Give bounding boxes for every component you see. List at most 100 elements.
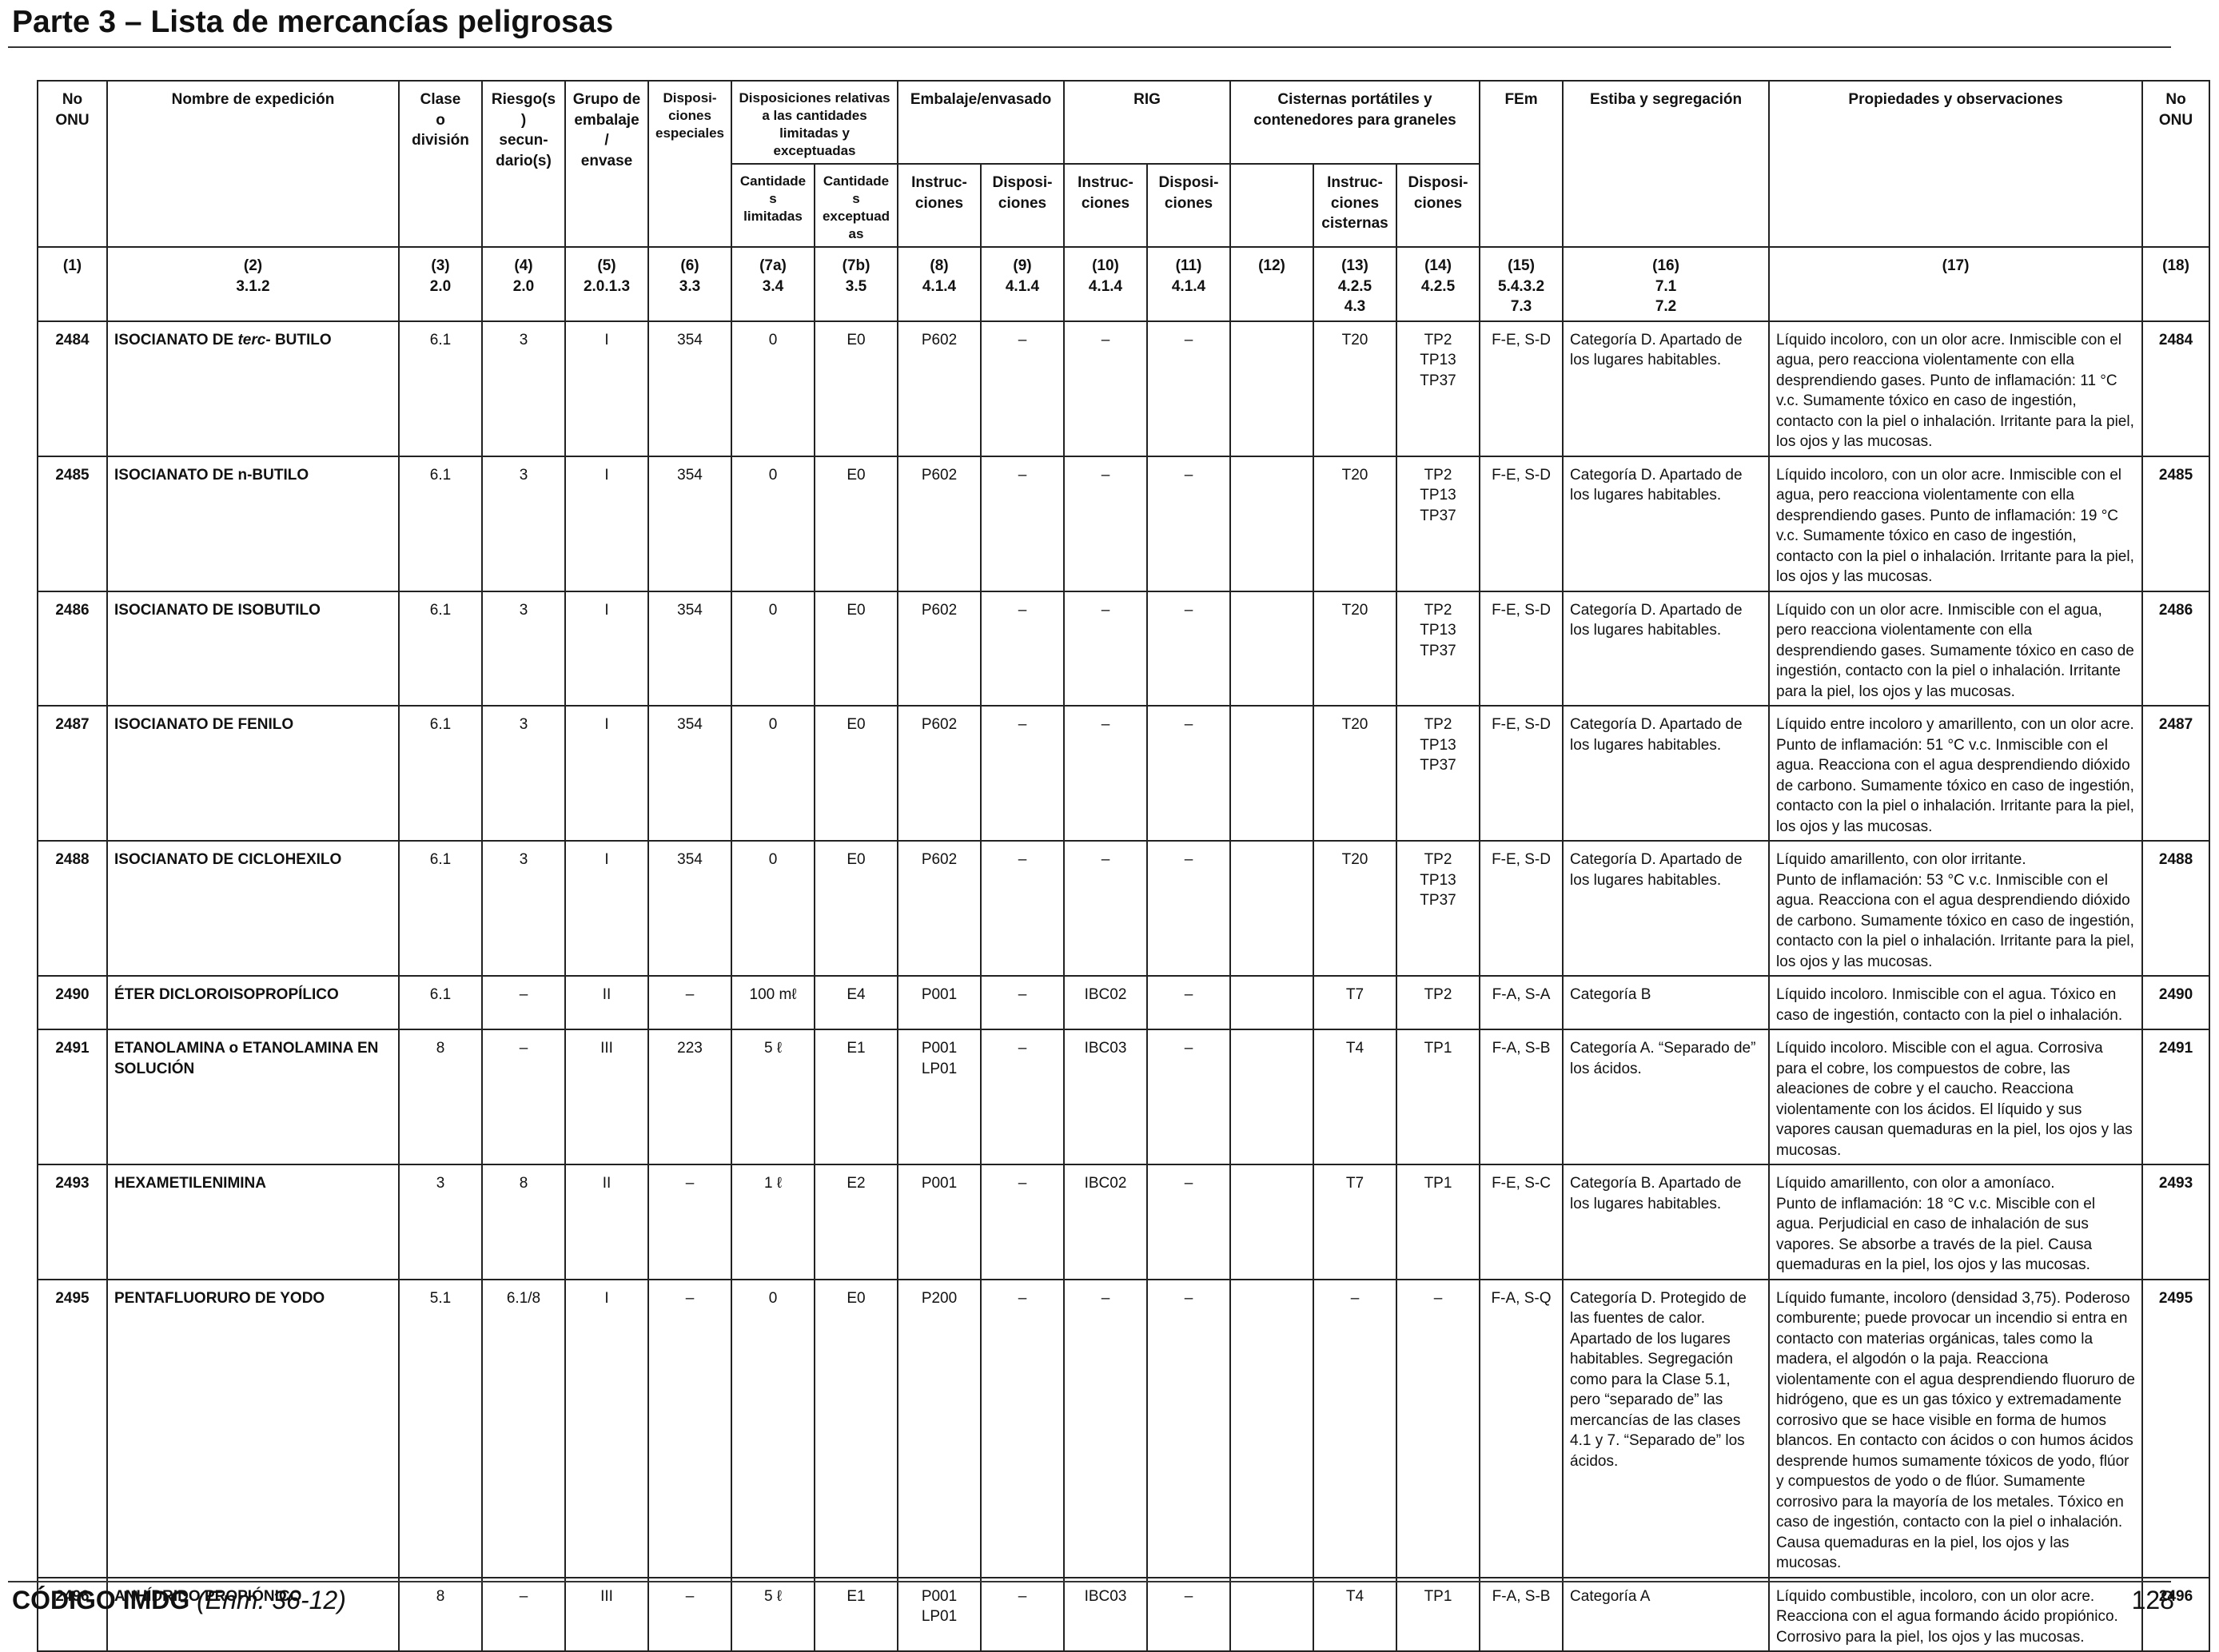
row-excepted-qty: E2: [814, 1164, 898, 1280]
row-stowage: Categoría D. Apartado de los lugares hab…: [1562, 590, 1771, 707]
row-limited-qty: 0: [731, 840, 815, 977]
row-properties: Líquido amarillento, con olor a amoníaco…: [1768, 1164, 2144, 1280]
header-excepted-qty: Cantidades exceptuadas: [814, 163, 898, 248]
row-limited-qty: 0: [731, 705, 815, 842]
header-col12-blank: [1229, 163, 1314, 248]
row-packing-provision: –: [980, 975, 1065, 1030]
header-limited-excepted: Disposiciones relativas a las cantidades…: [731, 80, 898, 165]
header-un-no: No ONU: [37, 80, 108, 248]
footer-amendment: (Enm. 36-12): [197, 1586, 346, 1614]
header-rule: [8, 46, 2171, 48]
col-number: (16) 7.1 7.2: [1562, 246, 1771, 322]
row-name: ISOCIANATO DE ISOBUTILO: [106, 590, 400, 707]
row-class: 6.1: [398, 975, 483, 1030]
row-ems: F-E, S-D: [1479, 840, 1564, 977]
row-excepted-qty: E0: [814, 840, 898, 977]
row-un-no: 2486: [37, 590, 108, 707]
header-tanks: Cisternas portátiles y contenedores para…: [1229, 80, 1481, 165]
row-class: 5.1: [398, 1278, 483, 1578]
row-ems: F-E, S-D: [1479, 705, 1564, 842]
row-un-no: 2490: [37, 975, 108, 1030]
row-properties: Líquido combustible, incoloro, con un ol…: [1768, 1576, 2144, 1652]
row-tank-provisions: TP2 TP13 TP37: [1395, 590, 1481, 707]
row-stowage: Categoría A: [1562, 1576, 1771, 1652]
row-packing-group: II: [564, 975, 649, 1030]
row-un-no-right: 2484: [2141, 320, 2211, 457]
header-name: Nombre de expedición: [106, 80, 400, 248]
row-tank-provisions: TP1: [1395, 1164, 1481, 1280]
row-un-no: 2495: [37, 1278, 108, 1578]
row-tank-instruction: T4: [1313, 1029, 1397, 1165]
row-class: 3: [398, 1164, 483, 1280]
row-col12: [1229, 1164, 1314, 1280]
row-packing-provision: –: [980, 840, 1065, 977]
row-col12: [1229, 1029, 1314, 1165]
col-number: (18): [2141, 246, 2211, 322]
row-un-no-right: 2486: [2141, 590, 2211, 707]
row-stowage: Categoría B: [1562, 975, 1771, 1030]
row-packing-instruction: P602: [897, 590, 982, 707]
row-packing-provision: –: [980, 455, 1065, 592]
row-name-text: PENTAFLUORURO DE YODO: [114, 1289, 325, 1307]
row-ibc-instruction: IBC02: [1063, 1164, 1148, 1280]
row-col12: [1229, 590, 1314, 707]
row-packing-provision: –: [980, 1029, 1065, 1165]
row-tank-instruction: T20: [1313, 320, 1397, 457]
page-number: 128: [2131, 1586, 2174, 1614]
col-number: (3) 2.0: [398, 246, 483, 322]
row-stowage: Categoría D. Apartado de los lugares hab…: [1562, 705, 1771, 842]
header-tank-prov: Disposi- ciones: [1395, 163, 1481, 248]
row-packing-instruction: P001: [897, 975, 982, 1030]
row-ems: F-E, S-C: [1479, 1164, 1564, 1280]
row-packing-group: I: [564, 705, 649, 842]
row-un-no: 2487: [37, 705, 108, 842]
row-packing-provision: –: [980, 1164, 1065, 1280]
col-number: (15) 5.4.3.2 7.3: [1479, 246, 1564, 322]
row-special-provisions: 223: [647, 1029, 732, 1165]
header-class: Clase o división: [398, 80, 483, 248]
header-packing: Embalaje/envasado: [897, 80, 1065, 165]
row-subrisk: 3: [481, 705, 566, 842]
row-special-provisions: 354: [647, 455, 732, 592]
row-subrisk: 6.1/8: [481, 1278, 566, 1578]
row-name: ISOCIANATO DE FENILO: [106, 705, 400, 842]
row-name: ISOCIANATO DE n-BUTILO: [106, 455, 400, 592]
row-special-provisions: 354: [647, 705, 732, 842]
row-limited-qty: 1 ℓ: [731, 1164, 815, 1280]
row-stowage: Categoría D. Apartado de los lugares hab…: [1562, 840, 1771, 977]
row-ems: F-E, S-D: [1479, 455, 1564, 592]
row-ems: F-E, S-D: [1479, 320, 1564, 457]
row-packing-instruction: P602: [897, 840, 982, 977]
table-row: 2496 ANHÍDRIDO PROPIÓNICO 8– III –5 ℓ E1 P001 …: [37, 1576, 2211, 1652]
row-limited-qty: 0: [731, 1278, 815, 1578]
row-ems: F-A, S-A: [1479, 975, 1564, 1030]
row-special-provisions: 354: [647, 320, 732, 457]
row-ibc-instruction: –: [1063, 840, 1148, 977]
row-packing-group: I: [564, 320, 649, 457]
row-packing-provision: –: [980, 320, 1065, 457]
row-un-no: 2484: [37, 320, 108, 457]
row-packing-provision: –: [980, 1576, 1065, 1652]
row-packing-instruction: P001: [897, 1164, 982, 1280]
table-row: 2490 ÉTER DICLOROISOPROPÍLICO 6.1– II –100 m…: [37, 975, 2211, 1030]
row-name-text: ÉTER DICLOROISOPROPÍLICO: [114, 986, 339, 1003]
row-name-text: ISOCIANATO DE n-BUTILO: [114, 466, 309, 484]
col-number: (7a) 3.4: [731, 246, 815, 322]
row-limited-qty: 100 mℓ: [731, 975, 815, 1030]
row-col12: [1229, 320, 1314, 457]
row-excepted-qty: E0: [814, 705, 898, 842]
row-excepted-qty: E0: [814, 590, 898, 707]
row-ibc-provision: –: [1146, 590, 1231, 707]
table-row: 2485 ISOCIANATO DE n-BUTILO 6.1 3 I 354 0 E0 P60…: [37, 455, 2211, 592]
table-row: 2486 ISOCIANATO DE ISOBUTILO 6.1 3 I 354 0 E0 P6…: [37, 590, 2211, 707]
row-col12: [1229, 975, 1314, 1030]
row-stowage: Categoría B. Apartado de los lugares hab…: [1562, 1164, 1771, 1280]
col-number: (13) 4.2.5 4.3: [1313, 246, 1397, 322]
header-packing-group: Grupo de embalaje/ envase: [564, 80, 649, 248]
row-special-provisions: –: [647, 1278, 732, 1578]
row-class: 6.1: [398, 705, 483, 842]
row-properties: Líquido fumante, incoloro (densidad 3,75…: [1768, 1278, 2144, 1578]
row-packing-group: I: [564, 590, 649, 707]
table-row: 2487 ISOCIANATO DE FENILO 6.1 3 I 354 0 E0 P602–…: [37, 705, 2211, 842]
row-excepted-qty: E1: [814, 1576, 898, 1652]
